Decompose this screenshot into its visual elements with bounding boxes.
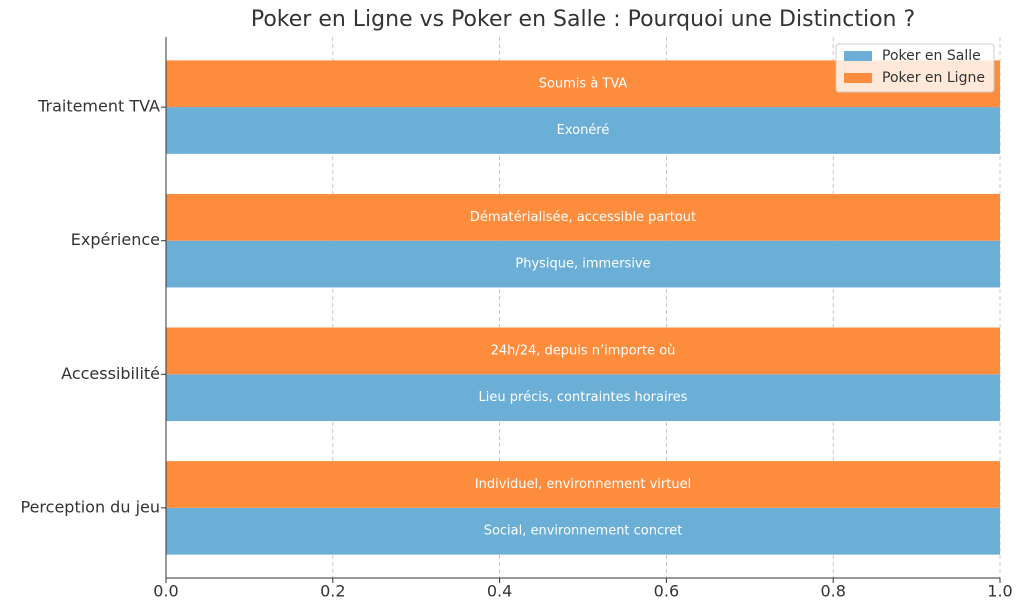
legend-swatch bbox=[844, 51, 872, 61]
y-tick-label: Accessibilité bbox=[61, 364, 160, 383]
y-tick-label: Expérience bbox=[71, 230, 160, 249]
legend: Poker en Salle Poker en Ligne bbox=[835, 43, 995, 93]
legend-swatch bbox=[844, 73, 872, 83]
x-tick-label: 1.0 bbox=[987, 582, 1012, 601]
legend-box bbox=[835, 43, 995, 93]
x-tick-label: 0.2 bbox=[320, 582, 345, 601]
bar-label: Lieu précis, contraintes horaires bbox=[479, 390, 688, 405]
bar-label: Social, environnement concret bbox=[484, 524, 683, 539]
bar bbox=[166, 107, 1000, 154]
bar bbox=[166, 507, 1000, 555]
bar-label: 24h/24, depuis n’importe où bbox=[491, 343, 676, 358]
legend-label: Poker en Ligne bbox=[882, 70, 985, 86]
x-tick-label: 0.6 bbox=[654, 582, 679, 601]
x-tick-label: 0.8 bbox=[820, 582, 845, 601]
bar bbox=[166, 240, 1000, 288]
bar-label: Dématérialisée, accessible partout bbox=[470, 210, 696, 225]
bar bbox=[166, 193, 1000, 241]
bar-label: Individuel, environnement virtuel bbox=[475, 477, 691, 492]
y-tick-label: Perception du jeu bbox=[21, 497, 161, 516]
bar bbox=[166, 461, 1000, 508]
bar bbox=[166, 327, 1000, 375]
bar-label: Exonéré bbox=[557, 123, 610, 138]
y-tick-label: Traitement TVA bbox=[37, 97, 160, 116]
x-tick-label: 0.0 bbox=[153, 582, 178, 601]
legend-label: Poker en Salle bbox=[882, 48, 981, 64]
x-tick-label: 0.4 bbox=[487, 582, 512, 601]
bar-label: Physique, immersive bbox=[515, 257, 650, 272]
chart-title: Poker en Ligne vs Poker en Salle : Pourq… bbox=[251, 7, 915, 32]
bar bbox=[166, 374, 1000, 422]
bar-label: Soumis à TVA bbox=[539, 76, 628, 91]
